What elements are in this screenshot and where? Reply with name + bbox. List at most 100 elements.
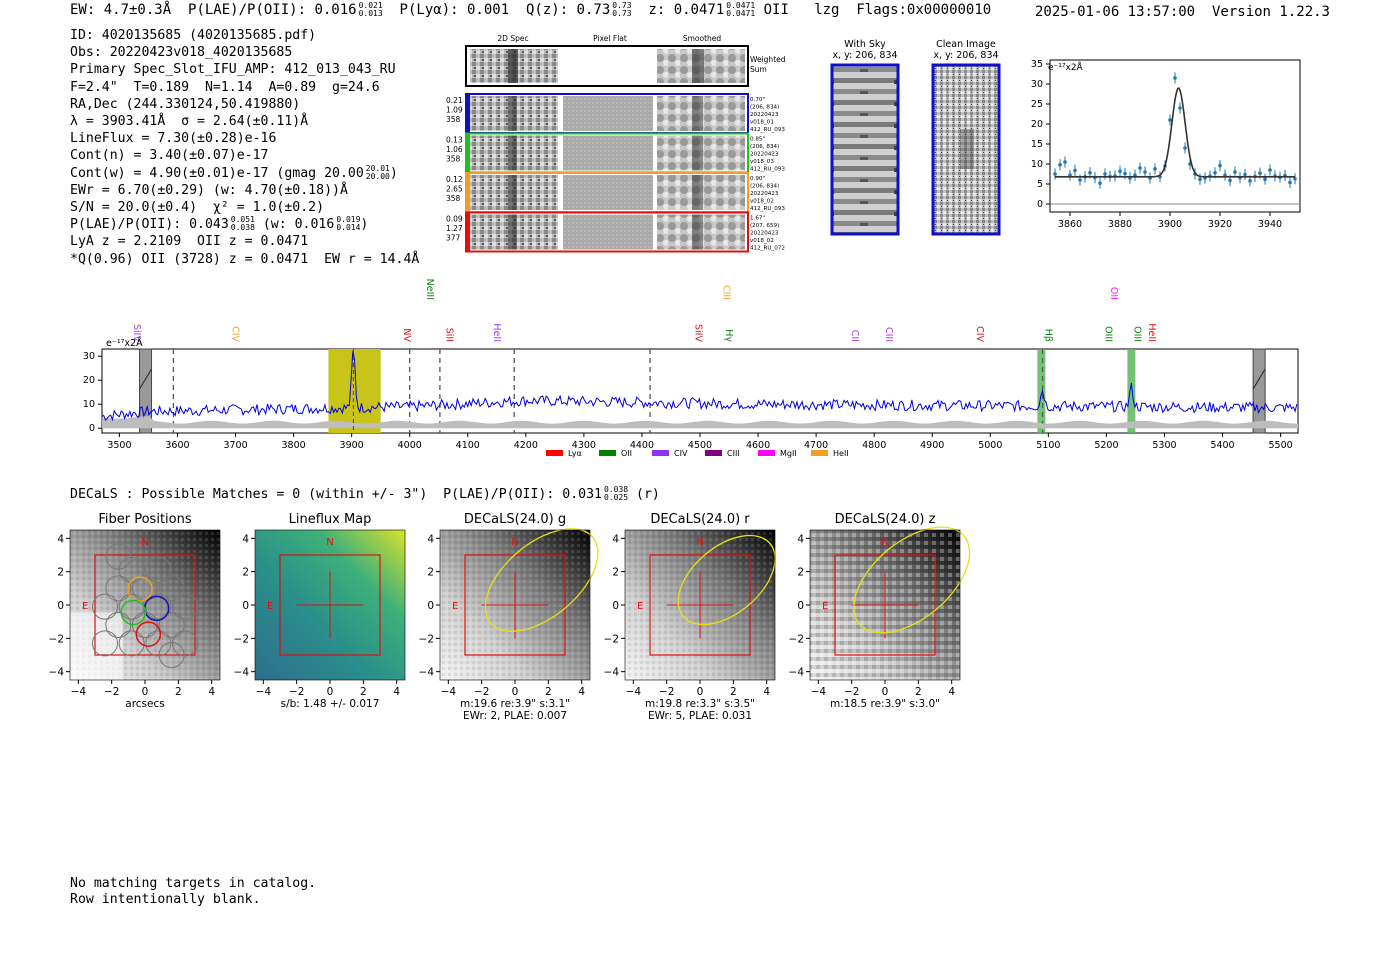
fit-point-36 [1233, 170, 1237, 174]
fit-point-38 [1243, 172, 1247, 177]
spec-xtick-label-19: 5400 [1210, 440, 1234, 451]
spec-xtick-label-6: 4100 [456, 440, 480, 451]
panel-xtick-label-0-1: −2 [104, 686, 119, 698]
panel-east-2: E [452, 601, 458, 612]
spec-xtick-label-20: 5500 [1268, 440, 1292, 451]
spec-xtick-label-15: 5000 [978, 440, 1002, 451]
spectrum-ticks: 3500 3600 3700 3800 3900 4000 4100 4200 4300 4400… [83, 351, 1293, 451]
spectrum-line-label-3: NeIII [424, 279, 435, 300]
spec-xtick-label-2: 3700 [223, 440, 247, 451]
fit-point-33 [1218, 163, 1222, 168]
weighted-label-1: Weighted [750, 55, 786, 64]
cutout-header-smoothed: Smoothed [683, 34, 722, 43]
fit-point-18 [1143, 170, 1147, 174]
panel-xtick-label-1-0: −4 [256, 686, 272, 698]
fit-point-41 [1258, 171, 1262, 175]
panel-xtick-label-3-4: 4 [763, 686, 770, 698]
spec-xtick-label-13: 4800 [862, 440, 886, 451]
fiber-circle-4 [158, 575, 185, 602]
fit-point-17 [1138, 166, 1142, 170]
legend-swatch-2 [652, 450, 669, 456]
cutout-row-right-0-2: 20220423 [750, 112, 779, 118]
spec-xtick-label-12: 4700 [804, 440, 828, 451]
header-qz: Q(z): 0.73 [525, 2, 611, 18]
fit-point-20 [1153, 167, 1157, 171]
fit-ytick-label-4: 20 [1031, 119, 1043, 130]
panel-xtick-label-1-1: −2 [289, 686, 304, 698]
fiber-circle-7 [145, 593, 172, 620]
panel-north-3: N [696, 537, 703, 548]
panel-ytick-label-0-2: 0 [57, 600, 64, 612]
fiber-circle-11 [158, 612, 185, 638]
spec-xtick-label-3: 3800 [281, 440, 305, 451]
cutout-row-2dspec-line-0 [508, 96, 517, 131]
legend-label-0: Lyα [568, 449, 582, 458]
cutout-row-right-2-1: (206, 834) [750, 184, 779, 190]
fit-point-23 [1168, 118, 1172, 122]
cutout-row-right-2-3: v018_02 [750, 199, 774, 205]
spec-xtick-label-7: 4200 [514, 440, 538, 451]
cutout-row-right-0-1: (206, 834) [750, 105, 779, 111]
spec-xtick-label-17: 5200 [1094, 440, 1118, 451]
fit-point-2 [1063, 160, 1067, 164]
cutout-panel: 2D Spec Pixel Flat Smoothed Weighted Sum… [446, 34, 786, 253]
fit-point-4 [1073, 168, 1077, 173]
spectrum-line-labels: SiIV CIV NV NeIII SiII HeII SiIV CIII Hγ CII CIII C… [131, 279, 1157, 343]
panel-caption1-4: m:18.5 re:3.9" s:3.0" [830, 698, 940, 710]
full-spectrum-chart: SiIV CIV NV NeIII SiII HeII SiIV CIII Hγ CII CIII C… [83, 279, 1299, 458]
fit-point-0 [1053, 172, 1057, 176]
cutout-row-left-2-0: 0.12 [446, 175, 463, 184]
info-plae: P(LAE)/P(OII): 0.043 0.051 0.038 (w: 0.016… [70, 215, 369, 233]
clean-image-center [960, 129, 974, 169]
fit-point-7 [1088, 171, 1092, 175]
info-contw: Cont(w) = 4.90(±0.01)e-17 (gmag 20.00 20.… [70, 163, 398, 181]
cutout-row-colorbar-1 [467, 133, 470, 173]
spectrum-line-label-16: HeII [1146, 323, 1157, 342]
panel-caption2-3: EWr: 5, PLAE: 0.031 [648, 710, 752, 722]
header-z: z: 0.0471 [648, 2, 725, 18]
panel-ellipse-3 [677, 534, 776, 626]
cutout-row-right-3-3: v018_02 [750, 238, 774, 244]
panel-north-4: N [881, 537, 888, 548]
panel-ytick-label-4-1: −2 [789, 633, 804, 645]
fit-point-39 [1248, 179, 1252, 183]
panel-xtick-label-4-2: 0 [882, 686, 889, 698]
fiber-circle-16 [105, 543, 132, 570]
panel-ytick-label-3-3: 2 [612, 567, 619, 579]
cutout-row-left-0-0: 0.21 [446, 96, 463, 105]
panel-caption2-2: EWr: 2, PLAE: 0.007 [463, 710, 567, 722]
fit-xtick-label-3: 3920 [1208, 219, 1232, 230]
spec-ytick-label-3: 30 [83, 351, 95, 362]
header-ew: EW: 4.7±0.3Å [70, 2, 172, 18]
fit-point-10 [1103, 172, 1107, 176]
info-lambda: λ = 3903.41Å σ = 2.64(±0.11)Å [70, 114, 309, 130]
panel-ytick-label-0-4: 4 [57, 533, 64, 545]
fit-point-14 [1123, 171, 1127, 176]
panel-ytick-label-4-3: 2 [797, 567, 804, 579]
spectrum-ylabel: e⁻¹⁷x2Å [106, 337, 143, 349]
panel-ytick-label-1-3: 2 [242, 567, 249, 579]
panel-ytick-label-4-4: 4 [797, 533, 804, 545]
line-fit-chart: e⁻¹⁷x2Å 3860 3880 3900 3920 3940 0 5 10 15 20 25 30… [1031, 59, 1301, 230]
fiber-circle-12 [92, 630, 118, 657]
cutout-row-right-1-0: 0.85" [750, 137, 765, 143]
fit-chart-ylabel: e⁻¹⁷x2Å [1048, 61, 1084, 73]
panel-title-3: DECaLS(24.0) r [650, 512, 750, 527]
cutout-row-left-1-2: 358 [446, 155, 461, 164]
cutout-row-left-3-2: 377 [446, 234, 461, 243]
fit-point-1 [1058, 163, 1062, 167]
spectrum-line-label-6: SiIV [692, 324, 703, 342]
panel-ytick-label-0-0: −4 [49, 667, 65, 679]
cutout-row-right-0-3: v018_01 [750, 120, 774, 126]
panel-xtick-label-1-4: 4 [393, 686, 400, 698]
panel-ytick-label-4-0: −4 [789, 667, 805, 679]
spectrum-line-label-5: HeII [491, 323, 502, 342]
fiber-highlight-0 [127, 576, 153, 602]
fiber-circle-17 [158, 642, 185, 668]
panel-xtick-label-3-1: −2 [659, 686, 674, 698]
cutout-row-2dspec-line-3 [508, 214, 517, 250]
legend-label-4: MgII [780, 449, 797, 458]
panel-ytick-label-1-1: −2 [234, 633, 249, 645]
info-lya: LyA z = 2.2109 OII z = 0.0471 [70, 234, 309, 250]
cutout-row-smoothed-line-1 [692, 135, 703, 171]
